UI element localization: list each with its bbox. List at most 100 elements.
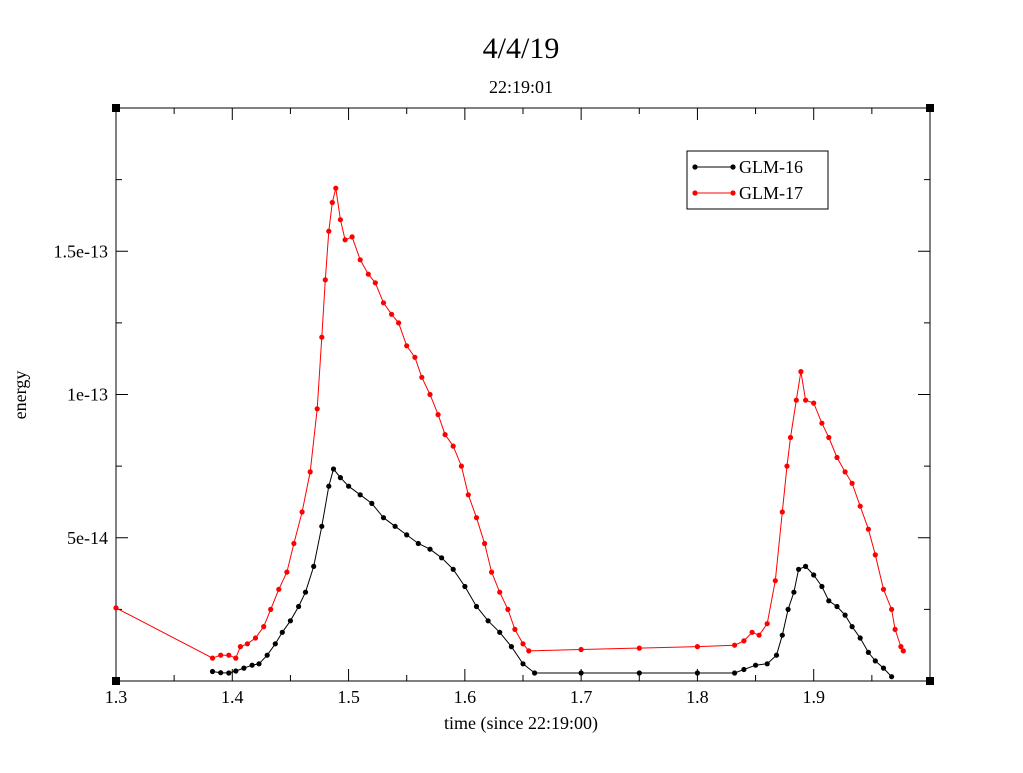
legend-marker-glm-17 — [692, 190, 698, 196]
data-point-glm-16 — [578, 670, 584, 676]
series-layer — [113, 185, 906, 680]
data-point-glm-16 — [279, 629, 285, 635]
data-point-glm-17 — [244, 641, 250, 647]
legend-marker-glm-16 — [730, 164, 736, 170]
data-point-glm-16 — [803, 563, 809, 570]
data-point-glm-17 — [307, 469, 313, 475]
data-point-glm-17 — [842, 469, 848, 475]
data-point-glm-17 — [787, 434, 794, 441]
data-point-glm-16 — [872, 658, 878, 664]
x-tick-label: 1.5 — [337, 687, 360, 707]
data-point-glm-17 — [237, 644, 243, 650]
data-point-glm-17 — [772, 578, 778, 584]
data-point-glm-17 — [113, 605, 119, 611]
data-point-glm-16 — [427, 546, 433, 552]
data-point-glm-16 — [849, 624, 855, 630]
data-point-glm-16 — [826, 598, 832, 604]
data-point-glm-16 — [842, 612, 848, 618]
data-point-glm-17 — [636, 645, 642, 651]
data-point-glm-17 — [372, 280, 378, 286]
data-point-glm-17 — [252, 635, 259, 641]
data-point-glm-17 — [349, 234, 355, 240]
data-point-glm-16 — [857, 635, 863, 641]
data-point-glm-17 — [326, 228, 332, 234]
y-tick-label: 5e-14 — [67, 528, 108, 548]
data-point-glm-17 — [291, 540, 297, 547]
data-point-glm-16 — [218, 670, 224, 676]
data-point-glm-17 — [465, 492, 471, 498]
data-point-glm-17 — [889, 606, 895, 613]
data-point-glm-17 — [322, 277, 328, 283]
legend-box — [686, 150, 829, 210]
legend: GLM-16 GLM-17 — [686, 150, 829, 210]
data-point-glm-16 — [834, 603, 840, 610]
y-tick-label: 1.5e-13 — [54, 241, 108, 261]
data-point-glm-16 — [473, 603, 480, 610]
data-point-glm-16 — [741, 666, 747, 673]
series-line-glm-17 — [115, 188, 904, 659]
data-point-glm-17 — [526, 648, 532, 654]
data-point-glm-17 — [412, 354, 418, 360]
x-axis-label: time (since 22:19:00) — [444, 713, 598, 734]
x-tick-label: 1.6 — [454, 687, 477, 707]
data-point-glm-17 — [284, 569, 290, 575]
data-point-glm-16 — [330, 466, 337, 472]
data-point-glm-16 — [369, 500, 375, 506]
data-point-glm-16 — [819, 583, 825, 590]
data-point-glm-17 — [450, 443, 456, 449]
x-tick-label: 1.8 — [686, 687, 709, 707]
data-point-glm-16 — [636, 670, 642, 676]
y-tick-label: 1e-13 — [67, 385, 108, 405]
data-point-glm-17 — [834, 454, 840, 461]
data-point-glm-17 — [784, 463, 790, 469]
data-point-glm-17 — [380, 300, 387, 306]
x-tick-label: 1.3 — [105, 687, 128, 707]
data-point-glm-17 — [811, 400, 817, 406]
data-point-glm-17 — [892, 626, 898, 633]
chart-title: 4/4/19 — [483, 32, 560, 65]
data-point-glm-16 — [520, 661, 526, 667]
data-point-glm-17 — [427, 391, 433, 398]
data-point-glm-17 — [512, 626, 518, 633]
data-point-glm-17 — [793, 397, 799, 403]
data-point-glm-16 — [241, 665, 247, 671]
chart-subtitle: 22:19:01 — [489, 77, 553, 97]
data-point-glm-17 — [268, 606, 274, 613]
data-point-glm-16 — [415, 540, 421, 547]
data-point-glm-17 — [694, 644, 701, 650]
data-point-glm-17 — [803, 397, 809, 403]
data-point-glm-17 — [898, 644, 904, 650]
data-point-glm-17 — [365, 271, 371, 277]
series-glm-17 — [113, 185, 906, 661]
data-point-glm-17 — [442, 432, 448, 438]
data-point-glm-17 — [880, 586, 887, 592]
data-point-glm-16 — [392, 523, 398, 529]
frame-corner-marker — [926, 677, 934, 685]
data-point-glm-17 — [209, 655, 216, 661]
data-point-glm-16 — [450, 566, 456, 572]
data-point-glm-16 — [462, 583, 468, 590]
data-point-glm-17 — [404, 343, 410, 349]
data-point-glm-16 — [404, 532, 410, 538]
data-point-glm-17 — [233, 655, 239, 661]
x-tick-label: 1.4 — [221, 687, 244, 707]
data-point-glm-17 — [435, 412, 441, 418]
y-axis-label: energy — [10, 371, 30, 420]
data-point-glm-16 — [753, 662, 759, 668]
data-point-glm-16 — [497, 629, 503, 635]
data-point-glm-16 — [287, 618, 293, 624]
legend-label-glm-17: GLM-17 — [739, 183, 803, 203]
data-point-glm-17 — [482, 540, 488, 547]
data-point-glm-16 — [773, 652, 780, 658]
data-point-glm-16 — [256, 661, 262, 667]
tick-labels: 1.3 1.4 1.5 1.6 1.7 1.8 1.9 5e-14 1e-13 1.5e-13 — [54, 241, 825, 707]
data-point-glm-17 — [333, 185, 339, 191]
legend-marker-glm-16 — [692, 164, 698, 170]
data-point-glm-16 — [694, 670, 701, 676]
data-point-glm-17 — [218, 652, 224, 658]
data-point-glm-16 — [889, 674, 895, 680]
data-point-glm-16 — [296, 603, 302, 610]
data-point-glm-16 — [532, 670, 538, 676]
data-point-glm-16 — [346, 483, 352, 489]
data-point-glm-17 — [489, 569, 495, 575]
